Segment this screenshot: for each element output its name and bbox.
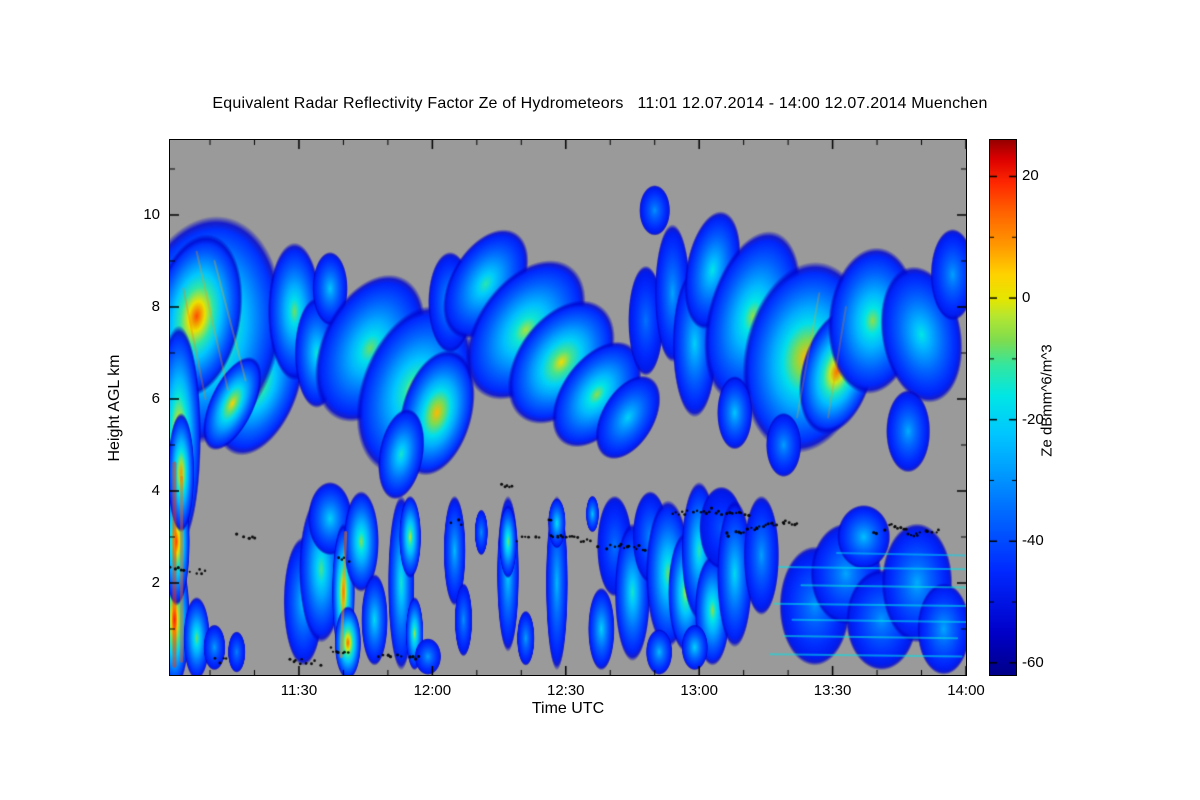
- x-tick-label: 11:30: [280, 682, 318, 699]
- x-tick-label: 14:00: [947, 682, 985, 699]
- colorbar-gradient-canvas: [990, 140, 1016, 675]
- x-tick-label: 13:30: [813, 682, 852, 699]
- reflectivity-heatmap-canvas: [170, 140, 966, 675]
- chart-title: Equivalent Radar Reflectivity Factor Ze …: [212, 95, 988, 112]
- colorbar-tick-label: -60: [1022, 653, 1044, 671]
- x-tick-label: 13:00: [680, 682, 718, 699]
- plot-frame: [169, 139, 967, 676]
- x-tick-label: 12:30: [546, 682, 585, 699]
- colorbar-label: Ze dBmm^6/m^3: [1038, 344, 1056, 457]
- y-axis-label: Height AGL km: [106, 354, 123, 462]
- colorbar-tick-label: -40: [1022, 532, 1044, 550]
- x-tick-label: 12:00: [413, 682, 452, 699]
- colorbar-tick-label: 20: [1022, 167, 1039, 185]
- y-tick-label: 10: [143, 205, 160, 223]
- y-tick-label: 8: [151, 297, 160, 315]
- y-tick-label: 4: [151, 481, 160, 499]
- colorbar-tick-label: -20: [1022, 410, 1044, 428]
- colorbar: [989, 139, 1017, 676]
- y-tick-label: 2: [151, 573, 160, 591]
- y-tick-label: 6: [151, 389, 160, 407]
- x-axis-label: Time UTC: [531, 700, 605, 717]
- colorbar-tick-label: 0: [1022, 289, 1031, 307]
